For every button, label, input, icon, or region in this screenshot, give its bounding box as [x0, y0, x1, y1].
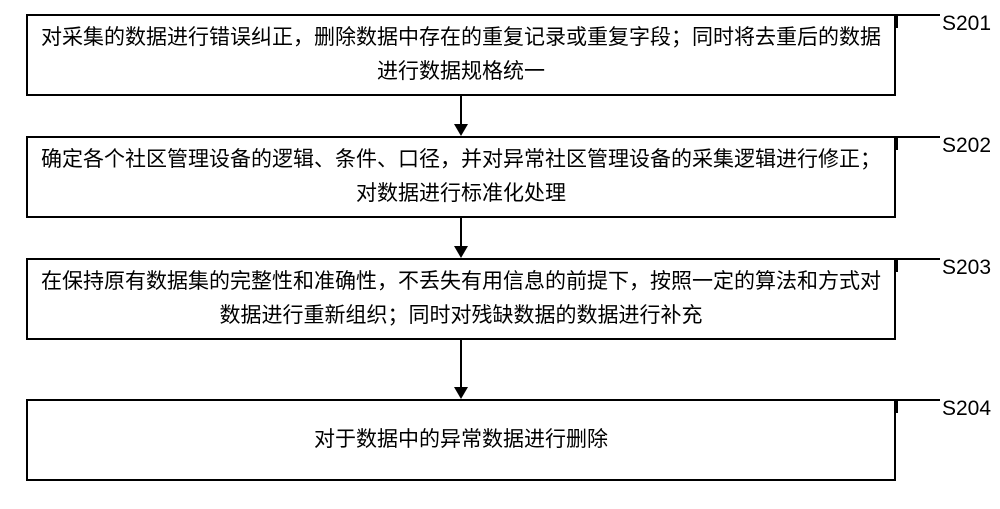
flow-step-label: S203 [942, 256, 991, 280]
flow-arrow-line [460, 96, 462, 124]
flow-arrow-head [454, 124, 468, 136]
flow-step-text: 对于数据中的异常数据进行删除 [314, 423, 608, 457]
flow-step-label: S201 [942, 12, 991, 36]
flow-arrow-head [454, 246, 468, 258]
flow-arrow-line [460, 340, 462, 387]
flow-step-2: 确定各个社区管理设备的逻辑、条件、口径，并对异常社区管理设备的采集逻辑进行修正；… [26, 136, 896, 218]
label-connector [896, 14, 940, 28]
flow-arrow-head [454, 387, 468, 399]
flow-arrow-line [460, 218, 462, 246]
label-connector [896, 258, 940, 272]
flow-step-3: 在保持原有数据集的完整性和准确性，不丢失有用信息的前提下，按照一定的算法和方式对… [26, 258, 896, 340]
flow-step-text: 在保持原有数据集的完整性和准确性，不丢失有用信息的前提下，按照一定的算法和方式对… [38, 265, 884, 332]
flow-step-4: 对于数据中的异常数据进行删除 [26, 399, 896, 481]
flow-step-1: 对采集的数据进行错误纠正，删除数据中存在的重复记录或重复字段；同时将去重后的数据… [26, 14, 896, 96]
flow-step-label: S204 [942, 397, 991, 421]
flow-step-label: S202 [942, 134, 991, 158]
flow-step-text: 确定各个社区管理设备的逻辑、条件、口径，并对异常社区管理设备的采集逻辑进行修正；… [38, 143, 884, 210]
label-connector [896, 399, 940, 413]
flow-step-text: 对采集的数据进行错误纠正，删除数据中存在的重复记录或重复字段；同时将去重后的数据… [38, 21, 884, 88]
label-connector [896, 136, 940, 150]
